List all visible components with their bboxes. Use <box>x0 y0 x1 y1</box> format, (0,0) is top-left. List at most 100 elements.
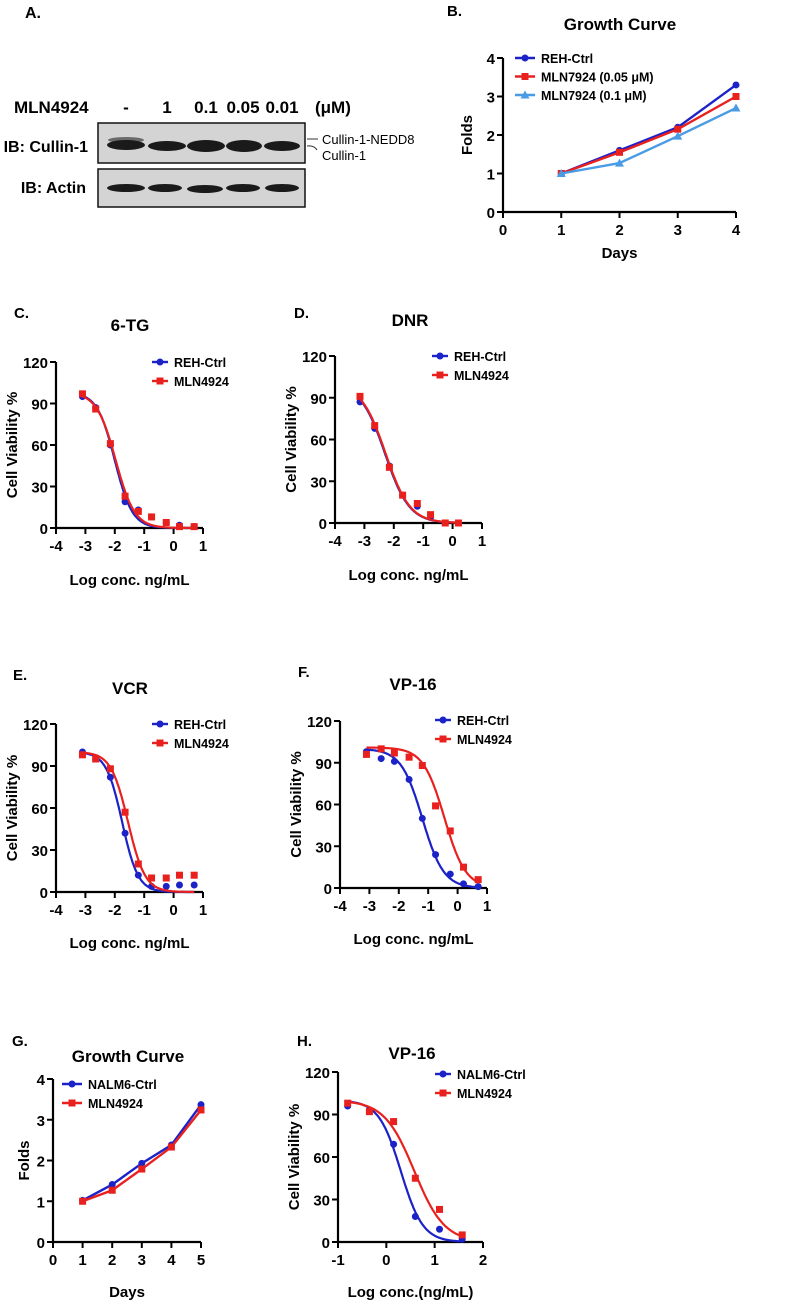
legend-label: REH-Ctrl <box>174 356 226 370</box>
data-point-square <box>436 371 444 379</box>
data-point-circle <box>197 1101 205 1109</box>
data-point-square <box>385 463 393 471</box>
legend-label: MLN7924 (0.1 μM) <box>541 89 647 103</box>
data-point-triangle <box>673 131 683 140</box>
data-point-square <box>399 491 407 499</box>
data-point-square <box>441 519 449 527</box>
data-point-circle <box>156 358 164 366</box>
x-tick-label: -4 <box>49 902 63 919</box>
y-tick-label: 120 <box>305 1065 330 1082</box>
y-tick-label: 120 <box>23 717 48 734</box>
data-point-square <box>458 1231 466 1239</box>
band-marker <box>306 145 318 151</box>
legend-label: MLN4924 <box>174 375 229 389</box>
y-tick-label: 30 <box>313 1193 330 1210</box>
data-point-square <box>106 765 114 773</box>
data-point-square <box>427 511 435 519</box>
data-point-square <box>474 876 482 884</box>
lane-label: 0.01 <box>265 98 298 117</box>
data-point-square <box>418 762 426 770</box>
fit-curve <box>359 398 459 524</box>
data-point-square <box>106 440 114 448</box>
legend-item: NALM6-Ctrl <box>435 1068 526 1082</box>
x-axis-label: Log conc.(ng/mL) <box>348 1284 474 1301</box>
legend-item: MLN4924 <box>435 733 512 747</box>
lane-label: 1 <box>162 98 171 117</box>
data-point-square <box>190 523 198 531</box>
legend-label: MLN7924 (0.05 μM) <box>541 71 654 85</box>
data-point-triangle <box>556 169 566 177</box>
legend-label: NALM6-Ctrl <box>88 1078 157 1092</box>
data-point-square <box>405 753 413 761</box>
x-tick-label: -3 <box>79 538 92 555</box>
fit-curve <box>82 395 195 530</box>
series-mln4924 <box>356 392 462 527</box>
data-point-square <box>674 125 682 133</box>
data-point-square <box>454 519 462 527</box>
data-point-circle <box>405 775 413 783</box>
x-axis-label: Days <box>602 245 638 262</box>
y-tick-label: 120 <box>307 714 332 731</box>
data-point-square <box>436 1205 443 1213</box>
y-tick-label: 90 <box>31 759 48 776</box>
data-point-circle <box>390 757 398 765</box>
legend-label: REH-Ctrl <box>174 718 226 732</box>
panel-letter: F. <box>298 664 310 681</box>
data-point-square <box>175 523 183 531</box>
blot-label-actin: IB: Actin <box>21 180 86 197</box>
x-tick-label: 0 <box>169 902 177 919</box>
data-point-square <box>108 1186 116 1194</box>
y-tick-label: 120 <box>302 349 327 366</box>
series-mln4924 <box>78 751 198 893</box>
band-label-nedd8: Cullin-1-NEDD8 <box>322 132 414 147</box>
series-line <box>561 106 737 175</box>
data-point-triangle <box>731 103 741 112</box>
panel-letter: B. <box>447 3 462 20</box>
y-tick-label: 0 <box>324 881 332 898</box>
panel-letter: H. <box>297 1033 312 1050</box>
x-tick-label: 1 <box>430 1252 438 1269</box>
series-mln7924-0-1-m- <box>556 103 741 177</box>
data-point-circle <box>446 870 454 878</box>
chart-title: Growth Curve <box>564 15 676 34</box>
data-point-square <box>362 750 370 758</box>
x-axis-label: Log conc. ng/mL <box>354 931 474 948</box>
data-point-square <box>732 93 740 100</box>
y-tick-label: 1 <box>487 167 495 184</box>
legend-item: REH-Ctrl <box>152 356 226 370</box>
series-nalm6-ctrl <box>79 1101 205 1204</box>
data-point-circle <box>521 54 529 62</box>
data-point-circle <box>134 871 142 879</box>
data-point-square <box>413 500 421 508</box>
fit-curve <box>82 751 195 894</box>
series-mln4924 <box>78 390 198 531</box>
legend-label: MLN4924 <box>457 1087 512 1101</box>
data-point-square <box>521 73 529 80</box>
x-axis-label: Log conc. ng/mL <box>349 567 469 584</box>
data-point-circle <box>439 1070 447 1078</box>
y-axis-label: Cell Viability % <box>4 392 21 498</box>
x-tick-label: 1 <box>557 222 565 239</box>
data-point-square <box>459 863 467 871</box>
data-point-circle <box>436 352 444 360</box>
data-point-circle <box>121 829 129 837</box>
data-point-square <box>446 827 454 835</box>
y-tick-label: 0 <box>40 885 48 902</box>
unit-label: (μM) <box>315 98 351 117</box>
legend-label: REH-Ctrl <box>457 714 509 728</box>
data-point-square <box>134 507 142 515</box>
x-tick-label: 0 <box>453 898 461 915</box>
chart-panel-c: C. 6-TG -4 -3 -2 -1 0 1 0 30 60 90 120 Log conc. ng/m… <box>4 305 229 589</box>
chart-title: VP-16 <box>388 1044 435 1063</box>
data-point-square <box>365 1108 373 1116</box>
data-point-square <box>371 422 379 430</box>
x-tick-label: 0 <box>448 533 456 550</box>
data-point-square <box>167 1143 175 1151</box>
data-point-square <box>121 492 129 500</box>
data-point-circle <box>121 498 129 506</box>
y-axis-label: Cell Viability % <box>4 755 21 861</box>
data-point-square <box>156 739 164 747</box>
data-point-square <box>432 802 440 810</box>
